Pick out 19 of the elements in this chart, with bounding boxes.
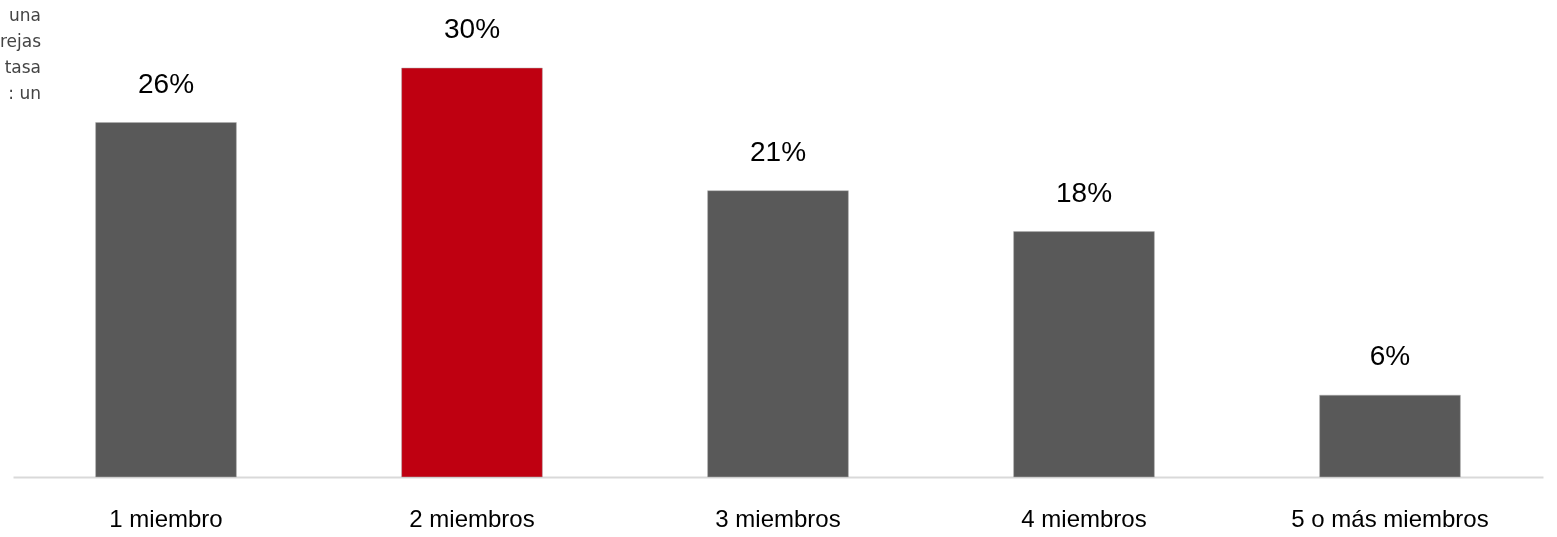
x-tick-label: 3 miembros	[715, 504, 841, 532]
data-label: 18%	[1055, 176, 1113, 208]
x-tick-label: 2 miembros	[409, 504, 535, 532]
annotation: : un	[8, 83, 41, 103]
text: una	[9, 5, 41, 25]
bar	[401, 67, 543, 478]
x-tick-label: 1 miembro	[109, 504, 223, 532]
bar	[1013, 231, 1155, 478]
x-tick-label: 5 o más miembros	[1291, 504, 1489, 532]
data-label: 6%	[1369, 340, 1411, 372]
x-tick-label: 4 miembros	[1021, 504, 1147, 532]
bar	[1319, 394, 1461, 478]
bar	[707, 190, 849, 478]
annotation: tasa	[4, 57, 41, 77]
text: rejas	[0, 31, 42, 51]
bar	[95, 122, 237, 478]
data-label: 30%	[443, 13, 501, 44]
data-label: 26%	[137, 67, 195, 99]
data-label: 21%	[749, 135, 807, 167]
